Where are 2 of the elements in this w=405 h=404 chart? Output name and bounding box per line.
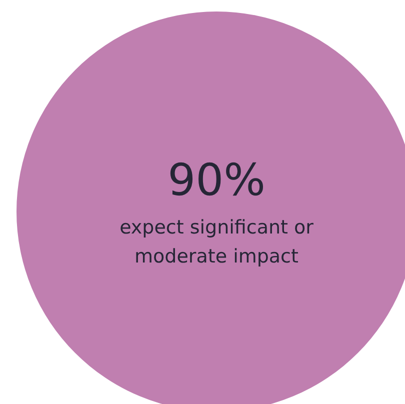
data-label: 90%	[168, 155, 266, 206]
category-label: expect significant or moderate impact	[120, 216, 314, 268]
